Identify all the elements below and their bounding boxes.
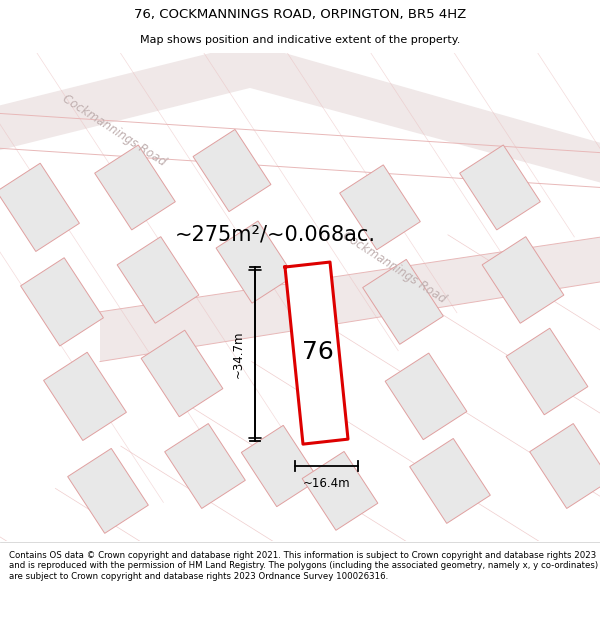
Polygon shape [0,163,79,251]
Polygon shape [193,129,271,212]
Text: 76: 76 [302,339,334,364]
Text: Map shows position and indicative extent of the property.: Map shows position and indicative extent… [140,35,460,45]
Text: Cockmannings Road: Cockmannings Road [60,92,169,169]
Polygon shape [482,237,564,323]
Text: Contains OS data © Crown copyright and database right 2021. This information is : Contains OS data © Crown copyright and d… [9,551,598,581]
Polygon shape [362,259,443,344]
Text: Cockmannings Road: Cockmannings Road [340,229,448,306]
Polygon shape [241,426,319,507]
Polygon shape [95,145,175,230]
Polygon shape [20,258,103,346]
Polygon shape [0,43,600,182]
Polygon shape [530,424,600,509]
Polygon shape [410,439,490,523]
Polygon shape [460,145,541,230]
Polygon shape [100,237,600,361]
Text: 76, COCKMANNINGS ROAD, ORPINGTON, BR5 4HZ: 76, COCKMANNINGS ROAD, ORPINGTON, BR5 4H… [134,8,466,21]
Polygon shape [385,353,467,439]
Polygon shape [506,328,588,415]
Text: ~275m²/~0.068ac.: ~275m²/~0.068ac. [175,224,376,244]
Polygon shape [285,262,348,444]
Polygon shape [68,448,148,533]
Polygon shape [117,237,199,323]
Text: ~34.7m: ~34.7m [232,331,245,378]
Polygon shape [302,451,378,530]
Polygon shape [164,424,245,509]
Polygon shape [44,352,127,441]
Text: ~16.4m: ~16.4m [302,478,350,491]
Polygon shape [141,330,223,417]
Polygon shape [216,221,294,303]
Polygon shape [340,165,421,250]
